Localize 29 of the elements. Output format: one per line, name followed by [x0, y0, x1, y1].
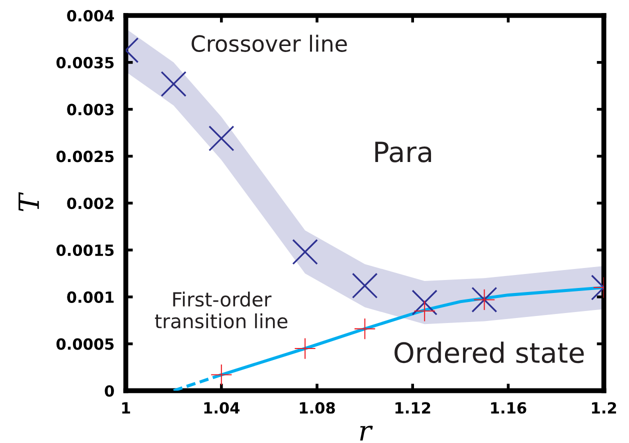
point	[352, 272, 378, 299]
x-tick-label: 1.16	[491, 402, 526, 414]
point	[211, 364, 232, 386]
y-tick-label: 0.001	[67, 291, 114, 303]
y-tick-label: 0.0015	[56, 244, 114, 256]
point	[414, 300, 435, 322]
y-tick-label: 0.0035	[56, 56, 114, 68]
x-axis-title: r	[360, 426, 373, 441]
annotation: Para	[375, 142, 432, 162]
y-tick-label: 0.002	[67, 198, 114, 210]
point	[292, 239, 318, 265]
annotation: First-order transition line	[154, 292, 288, 328]
point	[354, 318, 376, 340]
annotation: Crossover line	[192, 34, 347, 52]
x-tick-label: 1.04	[204, 402, 240, 414]
y-tick-label: 0	[104, 385, 114, 397]
y-tick-label: 0.003	[67, 104, 114, 116]
y-tick-label: 0.0025	[56, 150, 114, 162]
point	[294, 338, 316, 359]
point	[160, 71, 186, 97]
x-tick-label: 1	[122, 402, 130, 414]
y-tick-label: 0.004	[67, 10, 114, 22]
annotation: Ordered state	[394, 342, 584, 364]
y-tick-label: 0.0005	[56, 338, 114, 350]
x-tick-label: 1.2	[592, 402, 616, 414]
point	[208, 126, 234, 152]
x-tick-label: 1.08	[300, 402, 335, 414]
y-axis-title: T	[18, 192, 39, 212]
x-tick-label: 1.12	[396, 402, 430, 414]
